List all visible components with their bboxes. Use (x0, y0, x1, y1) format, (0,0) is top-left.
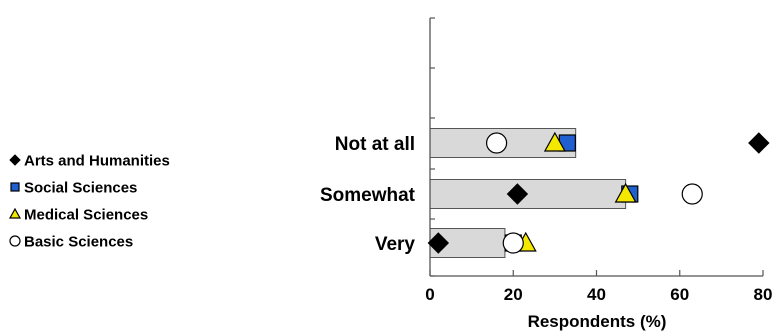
bars-layer (429, 128, 627, 258)
point-arts-and-humanities-not-at-all (748, 132, 770, 154)
axis-layer (429, 17, 764, 277)
x-tick-label: 0 (425, 285, 434, 304)
point-basic-sciences-very (502, 232, 524, 254)
x-tick-label: 20 (504, 285, 523, 304)
point-basic-sciences-somewhat (681, 183, 703, 205)
legend-label-basic-sciences: Basic Sciences (24, 234, 133, 251)
point-arts-and-humanities-somewhat (506, 183, 529, 205)
x-tick-label: 40 (587, 285, 606, 304)
category-label-not-at-all: Not at all (335, 134, 415, 155)
point-medical-sciences-somewhat (614, 182, 637, 203)
x-tick-label: 80 (754, 285, 773, 304)
category-label-somewhat: Somewhat (320, 185, 416, 206)
x-tick-label: 60 (670, 285, 689, 304)
legend-marker-social-sciences (10, 182, 20, 192)
legend-label-arts-and-humanities: Arts and Humanities (24, 153, 170, 170)
legend-marker-basic-sciences (9, 235, 21, 247)
legend: Arts and Humanities Social Sciences Medica… (8, 153, 170, 251)
labels-layer: 0 20 40 60 80 Not at all Somewhat Very (320, 134, 772, 304)
markers-layer (427, 131, 770, 254)
x-axis-title: Respondents (%) (528, 312, 667, 331)
point-arts-and-humanities-very (427, 232, 450, 254)
point-medical-sciences-not-at-all (543, 131, 566, 152)
category-label-very: Very (375, 234, 416, 255)
legend-marker-medical-sciences (8, 207, 22, 219)
legend-label-medical-sciences: Medical Sciences (24, 207, 148, 224)
legend-label-social-sciences: Social Sciences (24, 180, 137, 197)
point-basic-sciences-not-at-all (486, 132, 508, 154)
legend-marker-arts-and-humanities (9, 154, 21, 166)
